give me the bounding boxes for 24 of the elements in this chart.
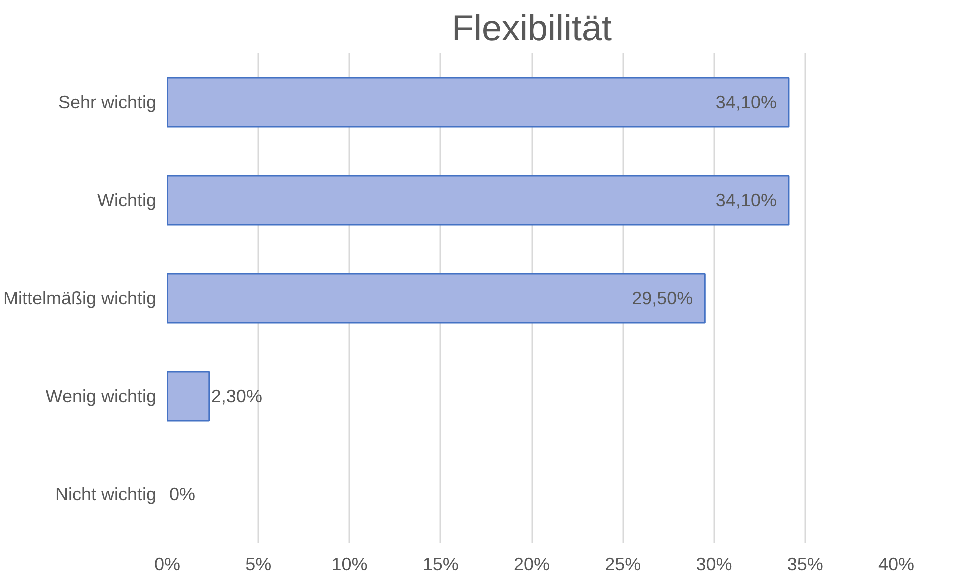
data-label: 0% xyxy=(170,484,196,504)
y-tick-label: Wichtig xyxy=(97,190,157,210)
x-tick-label: 15% xyxy=(422,554,459,574)
x-tick-label: 10% xyxy=(332,554,368,574)
data-label: 2,30% xyxy=(211,386,262,406)
data-label: 34,10% xyxy=(716,190,777,210)
x-tick-label: 0% xyxy=(154,554,181,574)
x-tick-label: 5% xyxy=(246,554,272,574)
x-tick-label: 40% xyxy=(878,554,915,574)
y-tick-label: Sehr wichtig xyxy=(58,92,157,112)
data-label: 34,10% xyxy=(716,92,777,112)
bar xyxy=(168,273,706,324)
y-tick-label: Nicht wichtig xyxy=(55,484,156,504)
bar xyxy=(168,371,210,422)
y-tick-label: Wenig wichtig xyxy=(46,386,157,406)
chart-title: Flexibilität xyxy=(452,8,612,48)
x-tick-label: 30% xyxy=(696,554,732,574)
x-tick-label: 20% xyxy=(514,554,550,574)
x-tick-label: 35% xyxy=(787,554,824,574)
x-tick-label: 25% xyxy=(605,554,642,574)
y-tick-label: Mittelmäßig wichtig xyxy=(3,288,157,308)
bar xyxy=(168,175,790,226)
bar xyxy=(168,77,790,128)
data-label: 29,50% xyxy=(632,288,694,308)
